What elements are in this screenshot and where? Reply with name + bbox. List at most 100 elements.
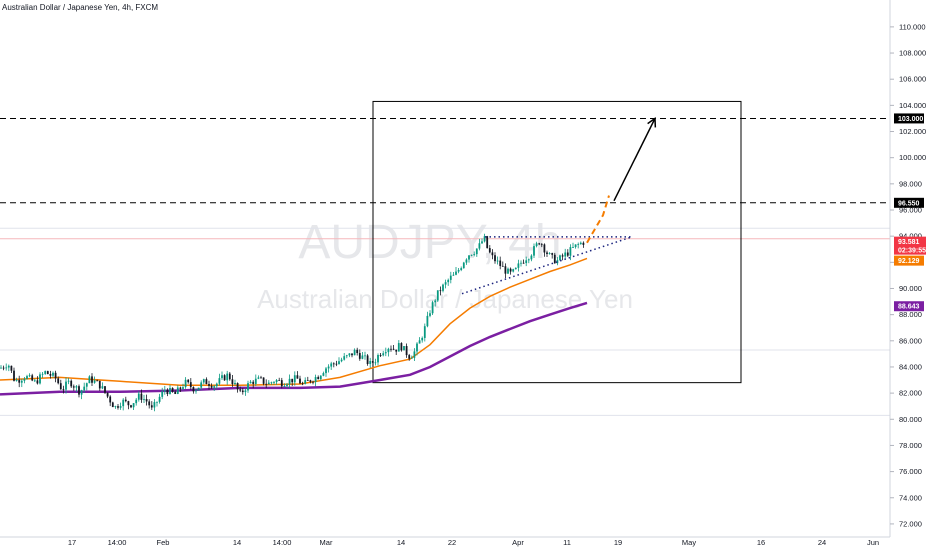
candle-body-47 (122, 399, 125, 407)
plot-area[interactable] (0, 0, 890, 537)
candle-body-171 (444, 282, 447, 285)
candle-body-99 (257, 377, 260, 379)
candle-body-32 (83, 386, 86, 391)
candle-body-34 (88, 376, 91, 384)
candle-body-149 (387, 348, 390, 353)
candle-body-163 (423, 326, 426, 338)
candle-body-61 (158, 396, 161, 402)
candle-body-203 (527, 259, 530, 261)
candle-body-89 (231, 379, 234, 385)
price-badge-timer: 02:39:55 (898, 248, 926, 255)
candle-body-175 (455, 271, 457, 275)
x-tick-label-0: 17 (68, 538, 76, 547)
y-tick-label-4: 80.000 (899, 415, 922, 424)
projection-path[interactable] (586, 195, 610, 244)
candle-body-120 (312, 381, 314, 383)
orange_ma-badge (894, 255, 924, 266)
watermark-name: Australian Dollar / Japanese Yen (257, 284, 633, 314)
candle-body-176 (457, 269, 460, 272)
candle-body-157 (408, 355, 411, 359)
candle-body-211 (548, 253, 551, 254)
candle-body-52 (135, 399, 138, 404)
candle-body-19 (49, 374, 52, 376)
candle-body-128 (332, 363, 335, 365)
price-badge-label: 93.581 (898, 239, 920, 246)
candle-body-46 (119, 406, 122, 408)
candle-body-174 (452, 274, 455, 276)
candle-body-85 (221, 375, 223, 379)
support-line[interactable] (461, 236, 633, 295)
horizontal-lines[interactable]: 103.000 96.550 (0, 113, 924, 208)
candle-body-58 (150, 405, 153, 408)
candle-body-199 (517, 263, 520, 268)
candle-body-138 (358, 353, 361, 359)
candle-body-169 (439, 290, 442, 292)
candle-body-41 (106, 392, 109, 397)
candle-body-69 (179, 387, 182, 389)
candle-body-178 (462, 262, 465, 269)
candle-body-6 (15, 380, 18, 381)
candle-body-13 (33, 380, 36, 382)
x-tick-label-3: 14 (233, 538, 241, 547)
candle-body-5 (13, 370, 15, 381)
candle-body-90 (234, 382, 236, 385)
x-tick-label-9: 11 (563, 538, 571, 547)
candle-body-142 (369, 361, 372, 364)
y-tick-label-9: 90.000 (899, 284, 922, 293)
y-tick-label-5: 82.000 (899, 389, 922, 398)
candle-body-45 (117, 406, 119, 408)
candle-body-24 (62, 389, 65, 391)
candle-body-129 (335, 363, 338, 365)
candle-body-36 (93, 380, 96, 383)
candle-body-181 (470, 254, 473, 256)
candle-body-112 (291, 378, 294, 383)
rectangle-annotation[interactable] (372, 100, 742, 384)
candle-body-161 (418, 340, 421, 344)
x-tick-label-4: 14:00 (273, 538, 292, 547)
candle-body-40 (104, 386, 106, 393)
y-tick-label-15: 102.000 (899, 127, 926, 136)
candle-body-104 (270, 382, 273, 384)
y-axis[interactable]: 72.000 74.000 76.000 78.000 80.000 82.000 84.0… (890, 22, 926, 528)
candle-body-63 (163, 389, 166, 392)
candle-body-80 (208, 384, 210, 386)
candle-body-179 (465, 259, 468, 263)
y-tick-label-11: 94.000 (899, 232, 922, 241)
candle-body-77 (200, 382, 203, 388)
candle-body-137 (356, 349, 359, 354)
candle-body-162 (421, 337, 424, 341)
candle-body-86 (223, 375, 226, 381)
candle-body-145 (377, 355, 379, 363)
candle-body-168 (436, 290, 439, 301)
x-tick-label-12: 16 (757, 538, 765, 547)
candle-body-148 (384, 352, 387, 354)
candle-body-118 (306, 380, 309, 381)
candle-body-197 (512, 269, 515, 272)
candle-body-144 (374, 362, 377, 364)
candle-body-165 (429, 313, 431, 316)
candle-body-93 (241, 390, 244, 393)
candle-body-107 (278, 380, 281, 381)
candle-body-170 (442, 284, 444, 291)
x-tick-label-6: 14 (397, 538, 405, 547)
candle-body-115 (299, 378, 301, 384)
x-tick-label-10: 19 (614, 538, 622, 547)
x-axis[interactable]: 17 14:00 Feb 14 14:00 Mar 14 22 Apr 11 19 May 16 24 Ju… (68, 538, 879, 547)
y-tick-label-2: 76.000 (899, 467, 922, 476)
candle-body-3 (7, 365, 10, 368)
candle-body-42 (109, 396, 112, 403)
candle-body-102 (265, 383, 268, 385)
x-tick-label-11: May (682, 538, 696, 547)
candle-body-96 (249, 381, 252, 384)
projection-arrow[interactable] (613, 118, 656, 202)
candle-body-196 (509, 268, 512, 272)
candle-body-28 (72, 386, 75, 388)
candle-body-105 (273, 382, 275, 383)
candle-body-38 (98, 380, 101, 389)
candle-body-215 (559, 255, 561, 261)
candle-body-187 (486, 236, 489, 249)
candle-body-62 (161, 391, 164, 397)
candle-body-9 (23, 378, 26, 381)
hline-badge-1 (894, 197, 924, 208)
